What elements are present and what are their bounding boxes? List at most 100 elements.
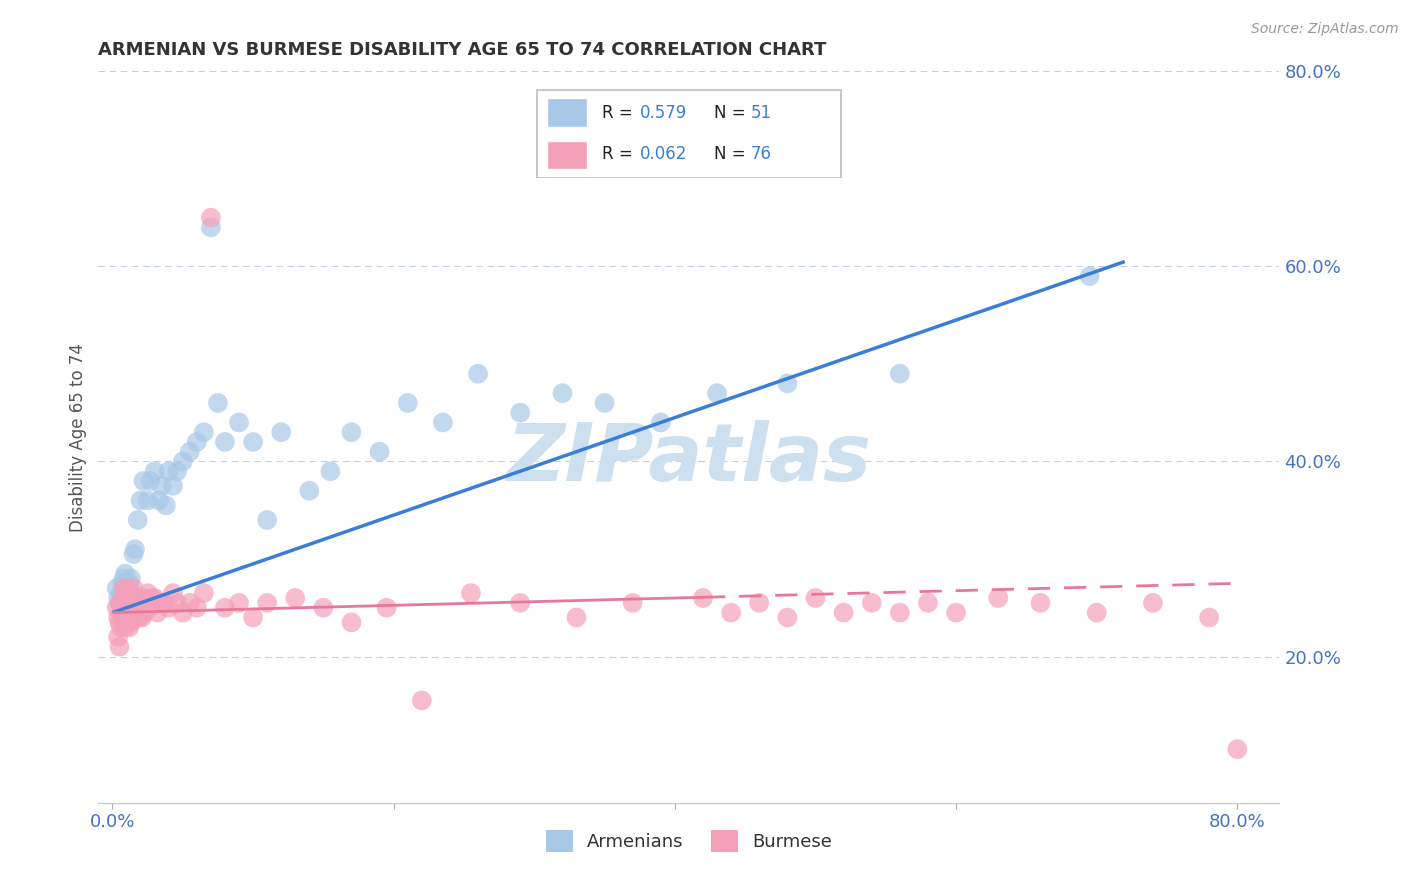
Text: Source: ZipAtlas.com: Source: ZipAtlas.com [1251, 22, 1399, 37]
Point [467, 367, 489, 381]
Point [432, 416, 454, 430]
Point [122, 610, 145, 624]
Text: 0.579: 0.579 [640, 104, 686, 122]
Point [193, 425, 215, 440]
Point [132, 474, 155, 488]
Point [1198, 610, 1220, 624]
Point [120, 586, 142, 600]
Point [112, 581, 135, 595]
Point [172, 454, 194, 468]
Point [124, 542, 146, 557]
Point [166, 464, 188, 478]
Point [114, 591, 136, 605]
Point [1029, 596, 1052, 610]
Point [110, 596, 132, 610]
Point [107, 591, 129, 605]
Point [298, 483, 321, 498]
Point [166, 596, 188, 610]
Point [179, 444, 201, 458]
Point [945, 606, 967, 620]
Point [124, 591, 146, 605]
Point [153, 596, 176, 610]
Point [706, 386, 728, 401]
Point [312, 600, 335, 615]
Point [115, 576, 138, 591]
Text: N =: N = [714, 145, 751, 163]
Text: ZIPatlas: ZIPatlas [506, 420, 872, 498]
Point [105, 600, 128, 615]
Point [108, 640, 131, 654]
Point [889, 606, 911, 620]
Point [804, 591, 827, 605]
Point [114, 620, 136, 634]
Point [117, 586, 139, 600]
Point [509, 406, 531, 420]
Point [117, 591, 139, 605]
Point [207, 396, 229, 410]
Point [256, 596, 278, 610]
Point [917, 596, 939, 610]
Point [228, 416, 250, 430]
Point [593, 396, 616, 410]
Point [375, 600, 398, 615]
Point [242, 610, 264, 624]
Point [146, 606, 169, 620]
Text: 51: 51 [751, 104, 772, 122]
Point [150, 596, 173, 610]
Point [143, 591, 166, 605]
FancyBboxPatch shape [547, 98, 586, 127]
Point [200, 211, 222, 225]
Point [242, 434, 264, 449]
Legend: Armenians, Burmese: Armenians, Burmese [538, 823, 839, 860]
Text: ARMENIAN VS BURMESE DISABILITY AGE 65 TO 74 CORRELATION CHART: ARMENIAN VS BURMESE DISABILITY AGE 65 TO… [98, 41, 827, 59]
Point [860, 596, 883, 610]
Point [131, 610, 153, 624]
FancyBboxPatch shape [537, 90, 841, 178]
Point [120, 572, 142, 586]
Point [692, 591, 714, 605]
Point [1142, 596, 1164, 610]
Point [368, 444, 391, 458]
Point [396, 396, 419, 410]
Point [121, 596, 143, 610]
Point [108, 596, 131, 610]
Point [509, 596, 531, 610]
Text: N =: N = [714, 104, 751, 122]
Point [1226, 742, 1249, 756]
Point [105, 581, 128, 595]
Point [776, 376, 799, 391]
Point [111, 591, 134, 605]
Text: R =: R = [602, 104, 638, 122]
Point [127, 513, 149, 527]
Point [720, 606, 742, 620]
Point [127, 591, 149, 605]
Point [129, 596, 152, 610]
Point [270, 425, 292, 440]
Point [157, 464, 180, 478]
Point [110, 620, 132, 634]
Point [115, 581, 138, 595]
Point [172, 606, 194, 620]
Point [193, 586, 215, 600]
Point [120, 615, 142, 630]
Point [565, 610, 588, 624]
Point [179, 596, 201, 610]
Point [150, 479, 173, 493]
Point [186, 434, 208, 449]
Point [136, 586, 159, 600]
Point [650, 416, 672, 430]
Point [118, 591, 141, 605]
Point [115, 610, 138, 624]
Text: 0.062: 0.062 [640, 145, 686, 163]
Point [128, 610, 150, 624]
Point [107, 610, 129, 624]
Point [186, 600, 208, 615]
Point [340, 615, 363, 630]
Point [112, 606, 135, 620]
Point [143, 464, 166, 478]
Point [889, 367, 911, 381]
Point [460, 586, 482, 600]
Point [122, 581, 145, 595]
Point [776, 610, 799, 624]
Point [1078, 269, 1101, 284]
